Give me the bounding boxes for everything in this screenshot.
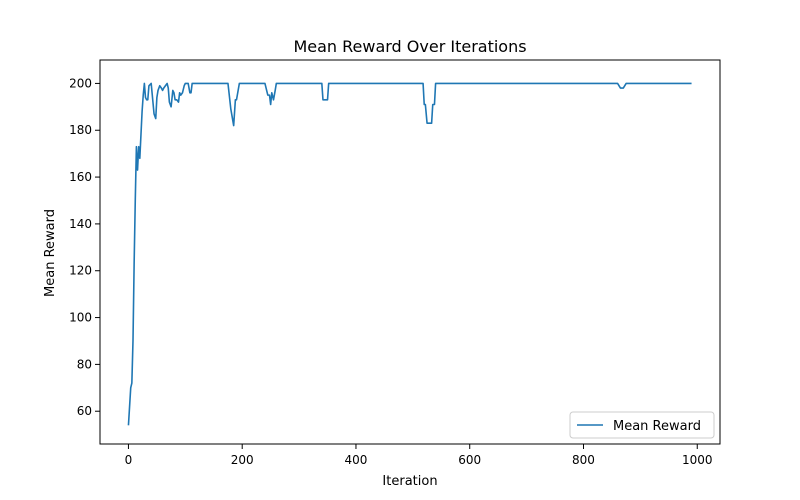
y-tick-label: 160	[69, 170, 92, 184]
x-tick-label: 1000	[682, 453, 713, 467]
x-tick-label: 600	[458, 453, 481, 467]
chart-title: Mean Reward Over Iterations	[293, 37, 526, 56]
x-axis: 0 200 400 600 800 1000	[125, 444, 713, 467]
y-tick-label: 140	[69, 217, 92, 231]
x-tick-label: 400	[345, 453, 368, 467]
y-axis: 60 80 100 120 140 160 180 200	[69, 76, 100, 418]
y-tick-label: 200	[69, 76, 92, 90]
y-axis-title: Mean Reward	[43, 209, 58, 297]
x-axis-title: Iteration	[382, 474, 437, 489]
x-tick-label: 800	[572, 453, 595, 467]
mean-reward-line	[127, 82, 692, 426]
x-tick-label: 0	[125, 453, 133, 467]
y-tick-label: 120	[69, 264, 92, 278]
x-tick-label: 200	[231, 453, 254, 467]
legend-label: Mean Reward	[613, 419, 701, 434]
y-tick-label: 80	[77, 357, 92, 371]
y-tick-label: 100	[69, 311, 92, 325]
y-tick-label: 60	[77, 404, 92, 418]
plot-area	[99, 59, 721, 445]
legend-box	[569, 411, 715, 439]
legend: Mean Reward	[569, 411, 715, 439]
y-tick-label: 180	[69, 123, 92, 137]
